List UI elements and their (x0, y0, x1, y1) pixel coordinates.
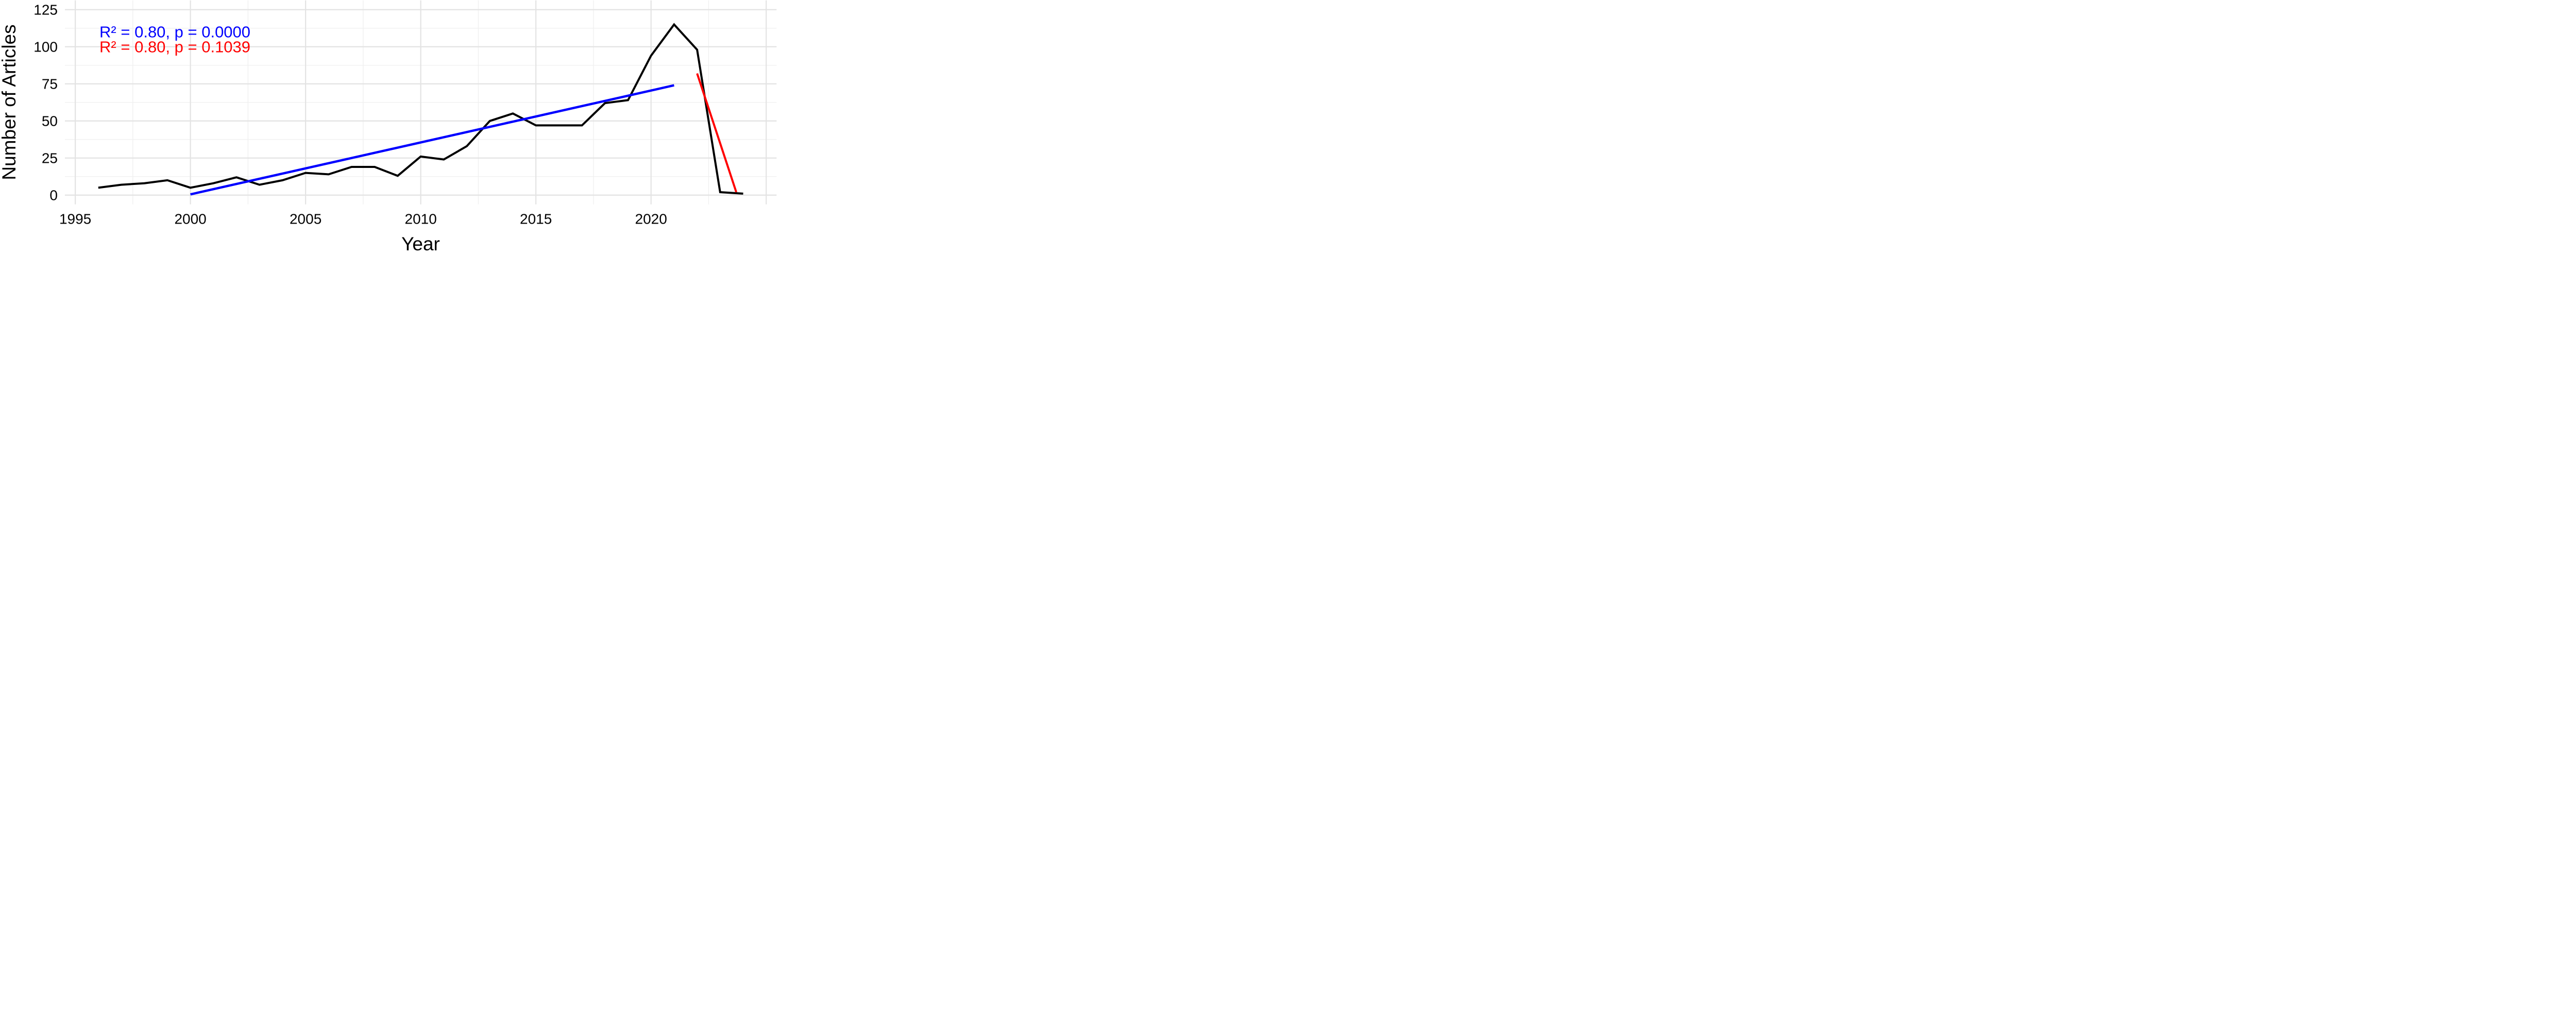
y-axis-title: Number of Articles (0, 24, 20, 180)
annotation-red: R² = 0.80, p = 0.1039 (99, 38, 250, 56)
x-tick-label: 1995 (59, 211, 91, 227)
y-tick-label: 25 (42, 150, 58, 166)
x-tick-label: 2010 (405, 211, 437, 227)
chart-figure: 1995 2000 2005 2010 2015 2020 0 25 50 75 100 125 R² … (0, 0, 779, 255)
y-tick-label: 75 (42, 76, 58, 92)
x-tick-label: 2005 (290, 211, 321, 227)
x-axis-title: Year (401, 233, 440, 254)
series-line-linear-trend-red (696, 73, 737, 193)
y-tick-label: 125 (33, 2, 58, 18)
annotation-blue: R² = 0.80, p = 0.0000 (99, 23, 250, 41)
x-tick-label: 2015 (520, 211, 552, 227)
plot-canvas: 1995 2000 2005 2010 2015 2020 0 25 50 75 100 125 R² … (33, 0, 777, 227)
series-line-linear-trend-blue (190, 84, 674, 196)
y-tick-label: 0 (49, 187, 58, 203)
y-tick-label: 100 (33, 39, 58, 55)
x-tick-label: 2020 (635, 211, 667, 227)
x-tick-label: 2000 (174, 211, 206, 227)
series-line-articles-per-year (98, 23, 743, 195)
y-tick-label: 50 (42, 113, 58, 129)
